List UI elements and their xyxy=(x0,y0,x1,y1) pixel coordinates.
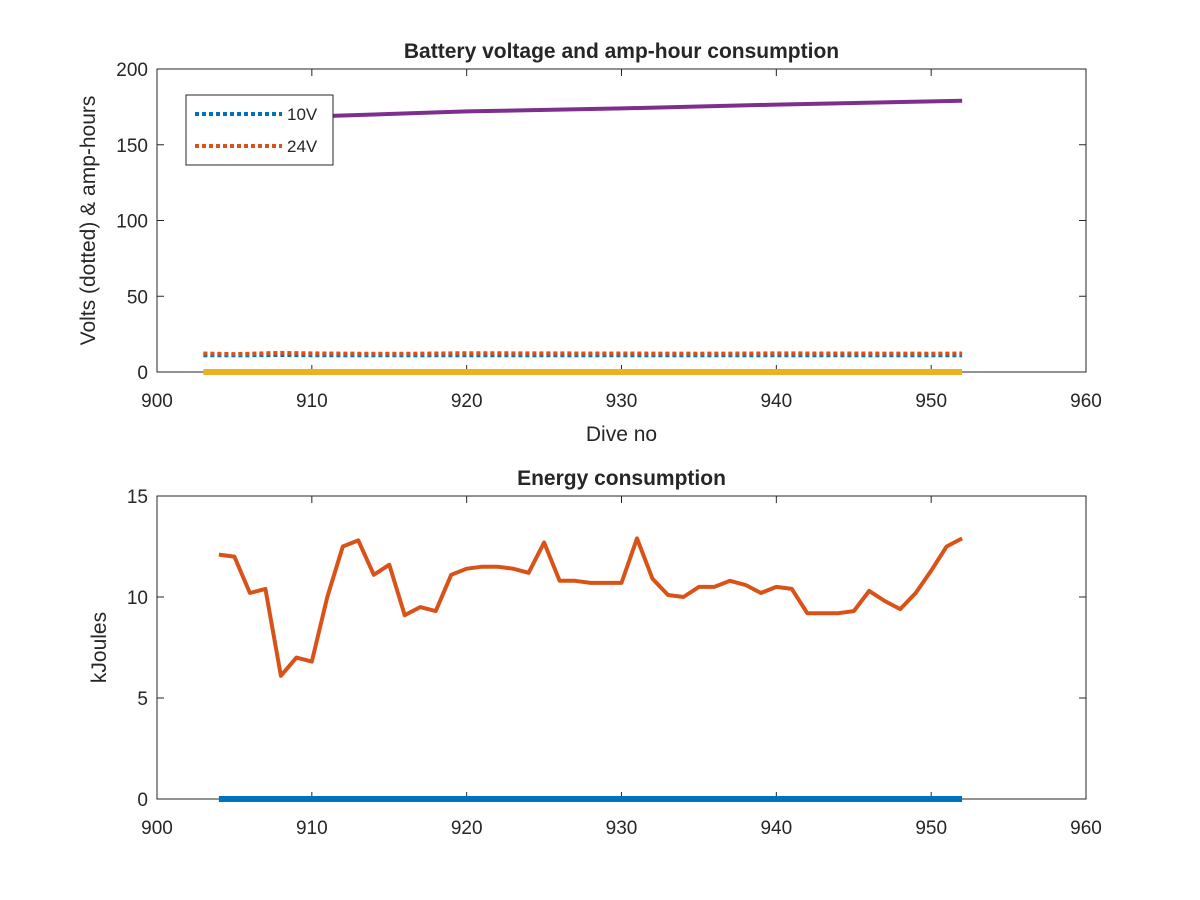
y-tick-label: 15 xyxy=(127,487,148,508)
y-tick-label: 100 xyxy=(116,212,148,233)
x-tick-label: 960 xyxy=(1070,818,1102,839)
x-tick-label: 930 xyxy=(606,818,638,839)
x-tick-label: 960 xyxy=(1070,391,1102,412)
x-tick-label: 940 xyxy=(760,391,792,412)
x-tick-label: 920 xyxy=(451,818,483,839)
y-axis-label: kJoules xyxy=(88,612,111,683)
y-tick-label: 5 xyxy=(137,689,148,710)
series-line-3 xyxy=(327,98,963,118)
chart-title: Battery voltage and amp-hour consumption xyxy=(404,40,839,63)
y-axis-label: Volts (dotted) & amp-hours xyxy=(77,96,100,346)
x-tick-label: 950 xyxy=(915,818,947,839)
chart-title: Energy consumption xyxy=(517,467,726,490)
y-tick-label: 0 xyxy=(137,790,148,811)
x-tick-label: 900 xyxy=(141,391,173,412)
y-tick-label: 200 xyxy=(116,60,148,81)
series-line-1 xyxy=(203,350,963,357)
x-tick-label: 910 xyxy=(296,818,328,839)
x-tick-label: 900 xyxy=(141,818,173,839)
x-tick-label: 940 xyxy=(760,818,792,839)
y-tick-label: 10 xyxy=(127,588,148,609)
legend-label: 24V xyxy=(287,137,318,156)
axes-box xyxy=(156,495,1087,800)
y-tick-label: 0 xyxy=(137,363,148,384)
energy-consumption-plot: 900 910 920 930 940 950 960 0 5 10 15 Energy consum… xyxy=(88,467,1102,839)
x-tick-label: 930 xyxy=(606,391,638,412)
x-tick-label: 910 xyxy=(296,391,328,412)
y-tick-label: 50 xyxy=(127,287,148,308)
legend-box xyxy=(185,94,334,166)
battery-voltage-plot: 900 910 920 930 940 950 960 0 50 100 150 200 Battery… xyxy=(77,40,1102,446)
legend-label: 10V xyxy=(287,105,318,124)
x-tick-label: 950 xyxy=(915,391,947,412)
y-tick-label: 150 xyxy=(116,136,148,157)
series-line-1 xyxy=(218,536,964,678)
x-tick-label: 920 xyxy=(451,391,483,412)
x-axis-label: Dive no xyxy=(586,423,657,446)
